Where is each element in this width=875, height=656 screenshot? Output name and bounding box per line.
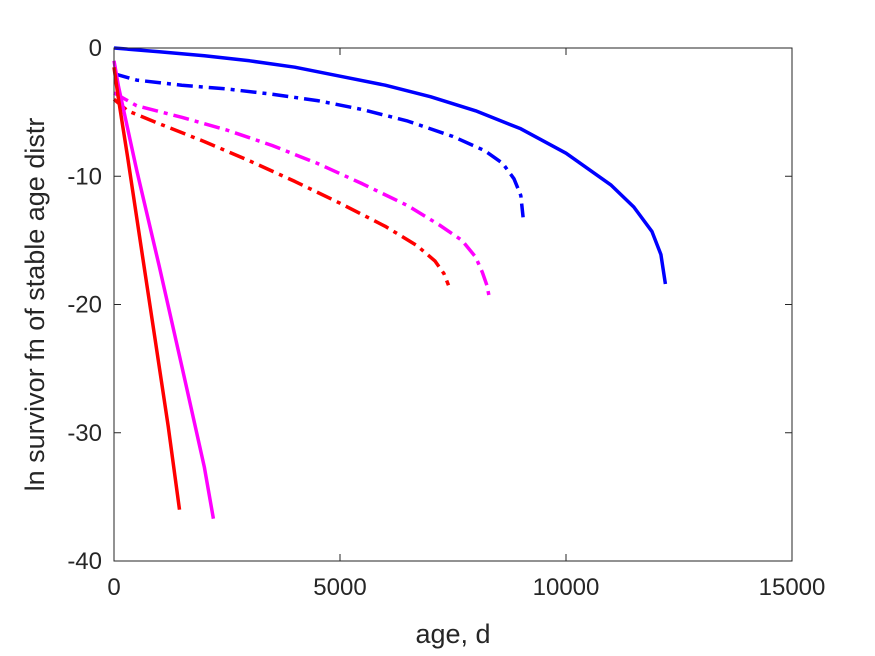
series-line-4 xyxy=(112,97,451,286)
y-tick-label: -10 xyxy=(67,163,102,190)
x-tick-label: 15000 xyxy=(759,574,826,601)
y-tick-label: -40 xyxy=(67,548,102,575)
series-line-5 xyxy=(112,60,216,520)
y-axis-title: ln survivor fn of stable age distr xyxy=(20,118,50,492)
y-tick-label: -20 xyxy=(67,292,102,319)
axes-layer: 0 5000 10000 15000 0 -10 -20 -30 -40 xyxy=(67,35,825,601)
x-tick-label: 0 xyxy=(107,574,120,601)
series-line-2 xyxy=(113,72,525,218)
series-line-6 xyxy=(112,66,182,510)
series-layer xyxy=(112,46,668,520)
series-line-1 xyxy=(113,46,668,285)
plot-area xyxy=(114,48,792,561)
x-tick-label: 10000 xyxy=(533,574,600,601)
x-axis-title: age, d xyxy=(415,619,490,649)
series-line-3 xyxy=(113,91,491,298)
x-tick-label: 5000 xyxy=(313,574,366,601)
y-tick-label: 0 xyxy=(89,35,102,62)
y-tick-label: -30 xyxy=(67,420,102,447)
